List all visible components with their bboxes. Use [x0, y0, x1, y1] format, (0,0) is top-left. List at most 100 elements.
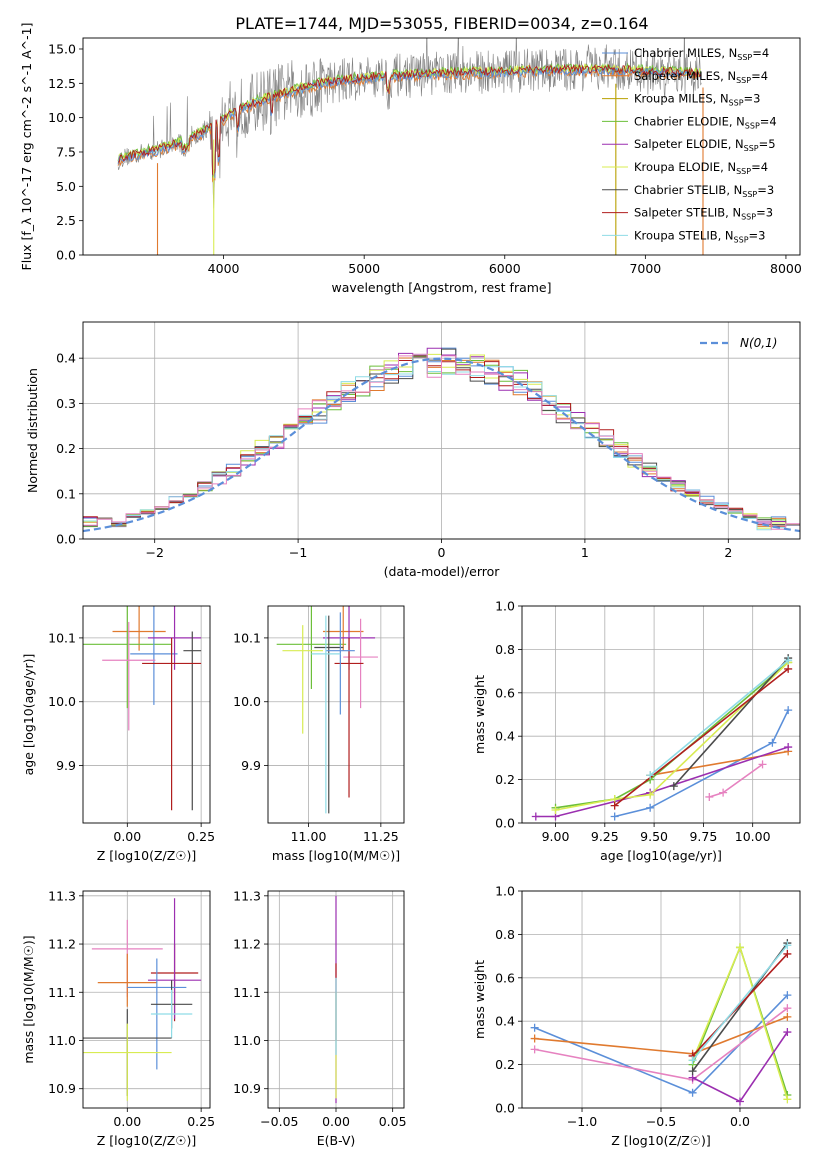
- legend-label: Chabrier MILES, NSSP=4: [634, 46, 769, 62]
- legend-label-value: =3: [749, 228, 766, 242]
- y-tick-label: 0.3: [56, 396, 76, 411]
- y-axis-label: mass weight: [472, 675, 487, 754]
- y-axis-label: Normed distribution: [25, 368, 40, 493]
- weight-point-marker: [646, 771, 655, 780]
- y-tick-label: 10.1: [233, 630, 261, 645]
- legend-label: Chabrier STELIB, NSSP=3: [634, 183, 774, 199]
- weight-point-marker: [768, 738, 777, 747]
- legend-label-value: =4: [760, 114, 777, 128]
- weight-series-line: [692, 953, 788, 1057]
- x-tick-label: 0.00: [322, 1114, 350, 1129]
- weight-series-line: [691, 944, 789, 1061]
- y-tick-label: 0.2: [56, 441, 76, 456]
- x-tick-label: 2: [724, 545, 732, 560]
- x-tick-label: 0.25: [187, 829, 215, 844]
- y-tick-label: 9.9: [56, 758, 76, 773]
- normal-distribution-curve: [83, 357, 800, 533]
- y-axis-label: mass [log10(M/M☉)]: [21, 935, 36, 1063]
- model-spectrum-line: [117, 62, 702, 178]
- weight-series-line: [555, 661, 789, 811]
- x-tick-label: 4000: [208, 261, 240, 276]
- weight-point-marker: [551, 805, 560, 814]
- y-tick-label: 11.0: [233, 1033, 261, 1048]
- y-tick-label: 0.1: [56, 486, 76, 501]
- legend-label: Salpeter MILES, NSSP=4: [634, 69, 768, 85]
- x-tick-label: 9.75: [689, 829, 717, 844]
- y-axis-label: age [log10(age/yr)]: [21, 654, 36, 776]
- axes-mass-vs-EBV: −0.05 0.00 0.05 10.9 11.0 11.1 11.2 11.3 E(B-V): [233, 888, 406, 1148]
- legend-subscript: SSP: [745, 121, 760, 130]
- y-tick-label: 10.0: [48, 110, 76, 125]
- weight-point-marker: [735, 943, 744, 952]
- legend-subscript: SSP: [742, 190, 757, 199]
- y-tick-label: 0.4: [56, 351, 76, 366]
- weight-point-marker: [783, 1012, 792, 1021]
- x-tick-label: 0.00: [113, 1114, 141, 1129]
- x-tick-label: 9.25: [591, 829, 619, 844]
- weight-point-marker: [688, 1067, 697, 1076]
- legend-label: Salpeter STELIB, NSSP=3: [634, 206, 773, 222]
- axes-frame: [267, 605, 405, 824]
- x-axis-label: Z [log10(Z/Z☉)]: [97, 848, 197, 863]
- y-tick-label: 11.1: [233, 985, 261, 1000]
- x-axis-label: Z [log10(Z/Z☉)]: [611, 1133, 711, 1148]
- x-tick-label: −0.5: [646, 1114, 676, 1129]
- y-tick-label: 0.2: [495, 772, 515, 787]
- x-tick-label: −2: [145, 545, 163, 560]
- weight-point-marker: [783, 1004, 792, 1013]
- y-tick-label: 15.0: [48, 41, 76, 56]
- y-tick-label: 10.0: [233, 694, 261, 709]
- legend-label: Kroupa ELODIE, NSSP=4: [634, 160, 768, 176]
- model-spectrum-line: [117, 67, 702, 183]
- x-tick-label: 9.00: [542, 829, 570, 844]
- x-tick-label: 0: [438, 545, 446, 560]
- axes-weight-vs-Z: −1.0 −0.5 0.0 0.0 0.2 0.4 0.6 0.8 1.0 Z [log10(Z/…: [472, 884, 801, 1148]
- weight-point-marker: [719, 788, 728, 797]
- x-tick-label: 0.25: [187, 1114, 215, 1129]
- x-axis-label: mass [log10(M/M☉)]: [272, 848, 400, 863]
- y-tick-label: 11.1: [48, 985, 76, 1000]
- weight-point-marker: [530, 1034, 539, 1043]
- x-tick-label: 0.0: [730, 1114, 750, 1129]
- weight-point-marker: [646, 803, 655, 812]
- plot-area: [117, 38, 704, 255]
- axes-age-vs-Z: 0.00 0.25 9.9 10.0 10.1 Z [log10(Z/Z☉)] age [l…: [21, 605, 215, 863]
- legend-label: Kroupa MILES, NSSP=3: [634, 92, 760, 108]
- legend-label-value: =4: [751, 69, 768, 83]
- x-tick-label: 0.00: [113, 829, 141, 844]
- y-tick-label: 12.5: [48, 76, 76, 91]
- axes-frame: [267, 890, 405, 1109]
- model-spectrum-line: [117, 66, 702, 179]
- weight-point-marker: [783, 941, 792, 950]
- weight-point-marker: [783, 949, 792, 958]
- legend-label: N(0,1): [740, 336, 777, 350]
- y-tick-label: 2.5: [56, 213, 76, 228]
- x-axis-label: age [log10(age/yr)]: [600, 848, 722, 863]
- weight-point-marker: [784, 656, 793, 665]
- plot-layer: 4000 5000 6000 7000 80000.02.55.07.510.012.5…: [19, 23, 802, 1148]
- y-tick-label: 5.0: [56, 179, 76, 194]
- weight-point-marker: [783, 1095, 792, 1104]
- y-tick-label: 0.6: [495, 970, 515, 985]
- axes-spectrum: 4000 5000 6000 7000 8000 0.0 2.5 5.0 7.5 10.0 12.5…: [19, 23, 802, 295]
- legend-subscript: SSP: [734, 235, 749, 244]
- y-tick-label: 10.0: [48, 694, 76, 709]
- y-tick-label: 0.8: [495, 927, 515, 942]
- axes-frame: [521, 890, 801, 1109]
- legend-label: Chabrier ELODIE, NSSP=4: [634, 114, 777, 130]
- weight-point-marker: [530, 1045, 539, 1054]
- y-tick-label: 9.9: [241, 758, 261, 773]
- weight-point-marker: [610, 801, 619, 810]
- weight-series-line: [614, 709, 789, 818]
- weight-point-marker: [531, 812, 540, 821]
- axes-mass-vs-Z: 0.00 0.25 10.9 11.0 11.1 11.2 11.3 Z [log10(Z/Z…: [21, 888, 215, 1148]
- y-tick-label: 11.2: [48, 937, 76, 952]
- y-tick-label: 10.9: [233, 1081, 261, 1096]
- x-tick-label: 7000: [629, 261, 661, 276]
- x-tick-label: 11.00: [291, 829, 327, 844]
- y-tick-label: 0.0: [56, 532, 76, 547]
- weight-series-line: [614, 668, 789, 807]
- y-axis-label: Flux [f_λ 10^-17 erg cm^-2 s^-1 A^-1]: [19, 23, 34, 271]
- axes-age-vs-mass: 11.00 11.25 9.9 10.0 10.1 mass [log10(M/M☉)]: [233, 605, 405, 863]
- model-spectrum-line: [117, 63, 702, 178]
